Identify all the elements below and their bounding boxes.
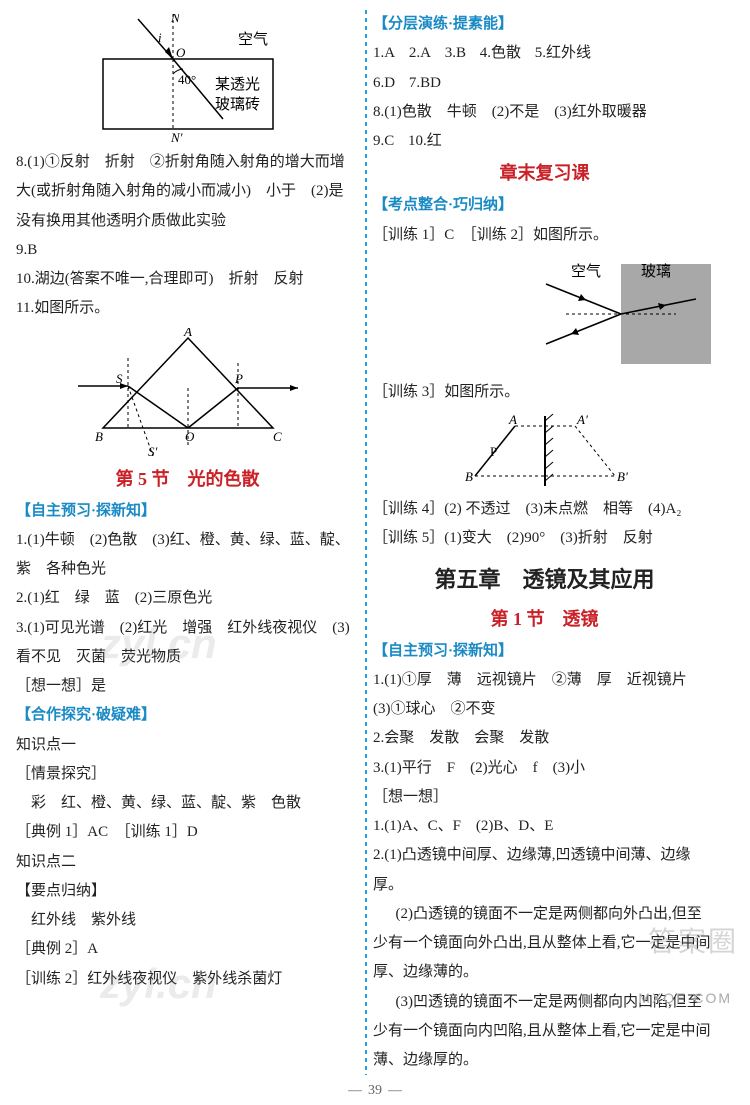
- row-4: 9.C 10.红: [373, 127, 716, 156]
- c-p2a: 2.(1)凸透镜中间厚、边缘薄,凹透镜中间薄、边缘厚。: [373, 841, 716, 900]
- heading-coop: 【合作探究·破疑难】: [16, 701, 359, 730]
- svg-text:40°: 40°: [178, 72, 196, 87]
- svg-text:空气: 空气: [238, 31, 268, 48]
- ans-6: 6.D: [373, 69, 395, 98]
- row-2: 6.D 7.BD: [373, 69, 716, 98]
- knowledge-point-1: 知识点一: [16, 731, 359, 760]
- svg-text:O: O: [176, 45, 186, 60]
- preview-think: ［想一想］是: [16, 672, 359, 701]
- page: N N' O i 40° 空气 某透光 玻璃砖 8.(1)①反射 折射 ②折射角…: [0, 0, 750, 1105]
- svg-text:某透光: 某透光: [215, 76, 260, 93]
- heading-preview-r: 【自主预习·探新知】: [373, 637, 716, 666]
- ans-3: 3.B: [445, 39, 466, 68]
- key-points-answer: 红外线 紫外线: [16, 906, 359, 935]
- heading-layered: 【分层演练·提素能】: [373, 10, 716, 39]
- c-3: 3.(1)平行 F (2)光心 f (3)小: [373, 754, 716, 783]
- svg-text:S: S: [116, 371, 123, 386]
- c-1: 1.(1)①厚 薄 远视镜片 ②薄 厚 近视镜片 (3)①球心 ②不变: [373, 666, 716, 725]
- heading-preview: 【自主预习·探新知】: [16, 497, 359, 526]
- heading-points: 【考点整合·巧归纳】: [373, 191, 716, 220]
- svg-text:C: C: [273, 429, 282, 444]
- right-column: 【分层演练·提素能】 1.A 2.A 3.B 4.色散 5.红外线 6.D 7.…: [367, 10, 722, 1075]
- chapter-review-title: 章末复习课: [373, 156, 716, 191]
- svg-text:B: B: [465, 469, 473, 484]
- figure-glass-refraction: 空气 玻璃: [373, 254, 716, 374]
- svg-text:玻璃: 玻璃: [641, 263, 671, 280]
- training-4: ［训练 4］(2) 不透过 (3)未点燃 相等 (4)A₂: [373, 495, 716, 524]
- svg-text:A: A: [183, 328, 192, 339]
- svg-text:N': N': [170, 130, 183, 144]
- svg-text:玻璃砖: 玻璃砖: [215, 96, 260, 113]
- preview-1: 1.(1)牛顿 (2)色散 (3)红、橙、黄、绿、蓝、靛、紫 各种色光: [16, 526, 359, 585]
- svg-text:A: A: [508, 412, 517, 427]
- preview-2: 2.(1)红 绿 蓝 (2)三原色光: [16, 584, 359, 613]
- ans-9: 9.C: [373, 127, 394, 156]
- svg-text:O: O: [185, 429, 195, 444]
- row-1: 1.A 2.A 3.B 4.色散 5.红外线: [373, 39, 716, 68]
- training-2: ［训练 2］红外线夜视仪 紫外线杀菌灯: [16, 965, 359, 994]
- example-2: ［典例 2］A: [16, 935, 359, 964]
- answer-10: 10.湖边(答案不唯一,合理即可) 折射 反射: [16, 265, 359, 294]
- page-number: 39: [0, 1083, 750, 1099]
- section-5-title: 第 5 节 光的色散: [16, 462, 359, 497]
- training-1c: ［训练 1］C ［训练 2］如图所示。: [373, 221, 716, 250]
- svg-text:S': S': [148, 444, 158, 458]
- svg-text:i: i: [158, 30, 162, 45]
- training-3: ［训练 3］如图所示。: [373, 378, 716, 407]
- ans-2: 2.A: [409, 39, 431, 68]
- training-5: ［训练 5］(1)变大 (2)90° (3)折射 反射: [373, 524, 716, 553]
- key-points-label: 【要点归纳】: [16, 877, 359, 906]
- ans-7: 7.BD: [409, 69, 441, 98]
- svg-text:P: P: [490, 444, 497, 459]
- svg-text:N: N: [170, 14, 181, 25]
- svg-text:P: P: [234, 371, 243, 386]
- c-think: ［想一想］: [373, 783, 716, 812]
- svg-text:B': B': [617, 469, 628, 484]
- left-column: N N' O i 40° 空气 某透光 玻璃砖 8.(1)①反射 折射 ②折射角…: [10, 10, 365, 1075]
- figure-refraction-block: N N' O i 40° 空气 某透光 玻璃砖: [16, 14, 359, 144]
- answer-9: 9.B: [16, 236, 359, 265]
- ans-1: 1.A: [373, 39, 395, 68]
- brand-sub: MXQE.COM: [638, 990, 732, 1006]
- scene-answer: 彩 红、橙、黄、绿、蓝、靛、紫 色散: [16, 789, 359, 818]
- example-1: ［典例 1］AC ［训练 1］D: [16, 818, 359, 847]
- svg-text:空气: 空气: [571, 263, 601, 280]
- figure-mirror-image: A B P A' B': [373, 411, 716, 491]
- brand-logo: 答案圈: [648, 920, 738, 960]
- chapter-5-title: 第五章 透镜及其应用: [373, 562, 716, 594]
- ans-10: 10.红: [408, 127, 442, 156]
- ans-8: 8.(1)色散 牛顿 (2)不是 (3)红外取暖器: [373, 98, 716, 127]
- preview-3: 3.(1)可见光谱 (2)红光 增强 红外线夜视仪 (3)看不见 灭菌 荧光物质: [16, 614, 359, 673]
- section-1-title: 第 1 节 透镜: [373, 602, 716, 637]
- answer-11: 11.如图所示。: [16, 294, 359, 323]
- figure-triangle-rays: A B C O S P S': [16, 328, 359, 458]
- c-2: 2.会聚 发散 会聚 发散: [373, 724, 716, 753]
- knowledge-point-2: 知识点二: [16, 848, 359, 877]
- ans-4: 4.色散: [480, 39, 521, 68]
- answer-8: 8.(1)①反射 折射 ②折射角随入射角的增大而增大(或折射角随入射角的减小而减…: [16, 148, 359, 236]
- scene-label: ［情景探究］: [16, 760, 359, 789]
- ans-5: 5.红外线: [535, 39, 591, 68]
- svg-text:B: B: [95, 429, 103, 444]
- svg-text:A': A': [576, 412, 588, 427]
- c-think-a: 1.(1)A、C、F (2)B、D、E: [373, 812, 716, 841]
